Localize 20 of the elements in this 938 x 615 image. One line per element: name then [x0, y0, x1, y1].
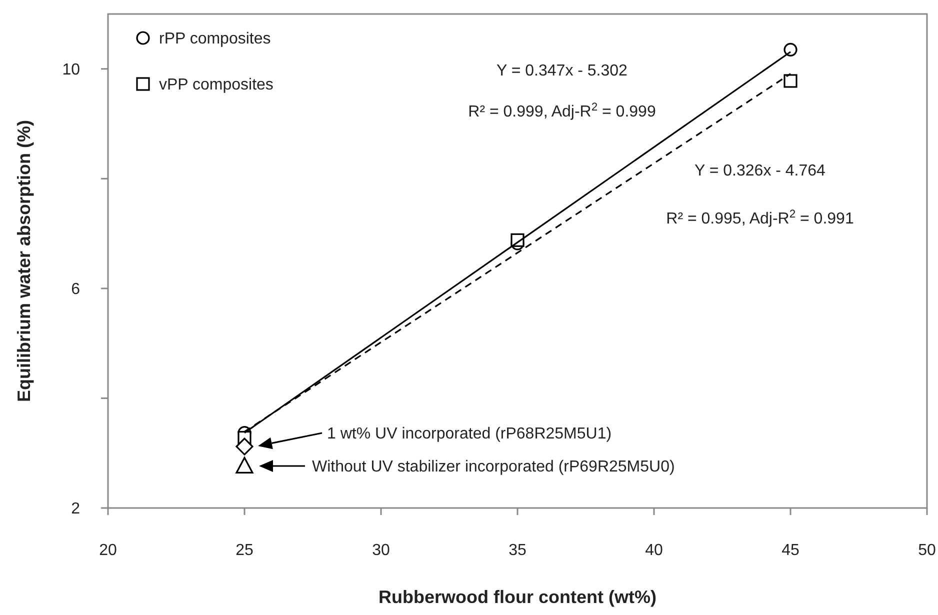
- annotation: Y = 0.326x - 4.764: [694, 162, 826, 180]
- annotation: Without UV stabilizer incorporated (rP69R25M5U0): [312, 458, 675, 476]
- y-tick-label: 10: [62, 61, 80, 78]
- annotation: R² = 0.999, Adj-R$^{2}$ = 0.999: [468, 102, 656, 121]
- x-tick-label: 25: [236, 542, 254, 559]
- legend-label: rPP composites: [159, 30, 271, 48]
- x-tick-label: 35: [508, 542, 526, 559]
- legend-label: vPP composites: [159, 76, 274, 94]
- annotation: Y = 0.347x - 5.302: [496, 62, 628, 80]
- x-axis-title: Rubberwood flour content (wt%): [378, 587, 656, 607]
- y-axis-title: Equilibrium water absorption (%): [14, 120, 34, 402]
- x-tick-label: 50: [918, 542, 936, 559]
- x-tick-label: 40: [645, 542, 663, 559]
- annotation: R² = 0.995, Adj-R$^{2}$ = 0.991: [666, 208, 854, 228]
- annotation: 1 wt% UV incorporated (rP68R25M5U1): [327, 426, 612, 443]
- x-tick-label: 20: [99, 542, 117, 559]
- y-tick-label: 6: [71, 281, 80, 298]
- x-tick-label: 45: [782, 542, 800, 559]
- y-tick-label: 2: [71, 500, 80, 518]
- x-tick-label: 30: [372, 542, 390, 559]
